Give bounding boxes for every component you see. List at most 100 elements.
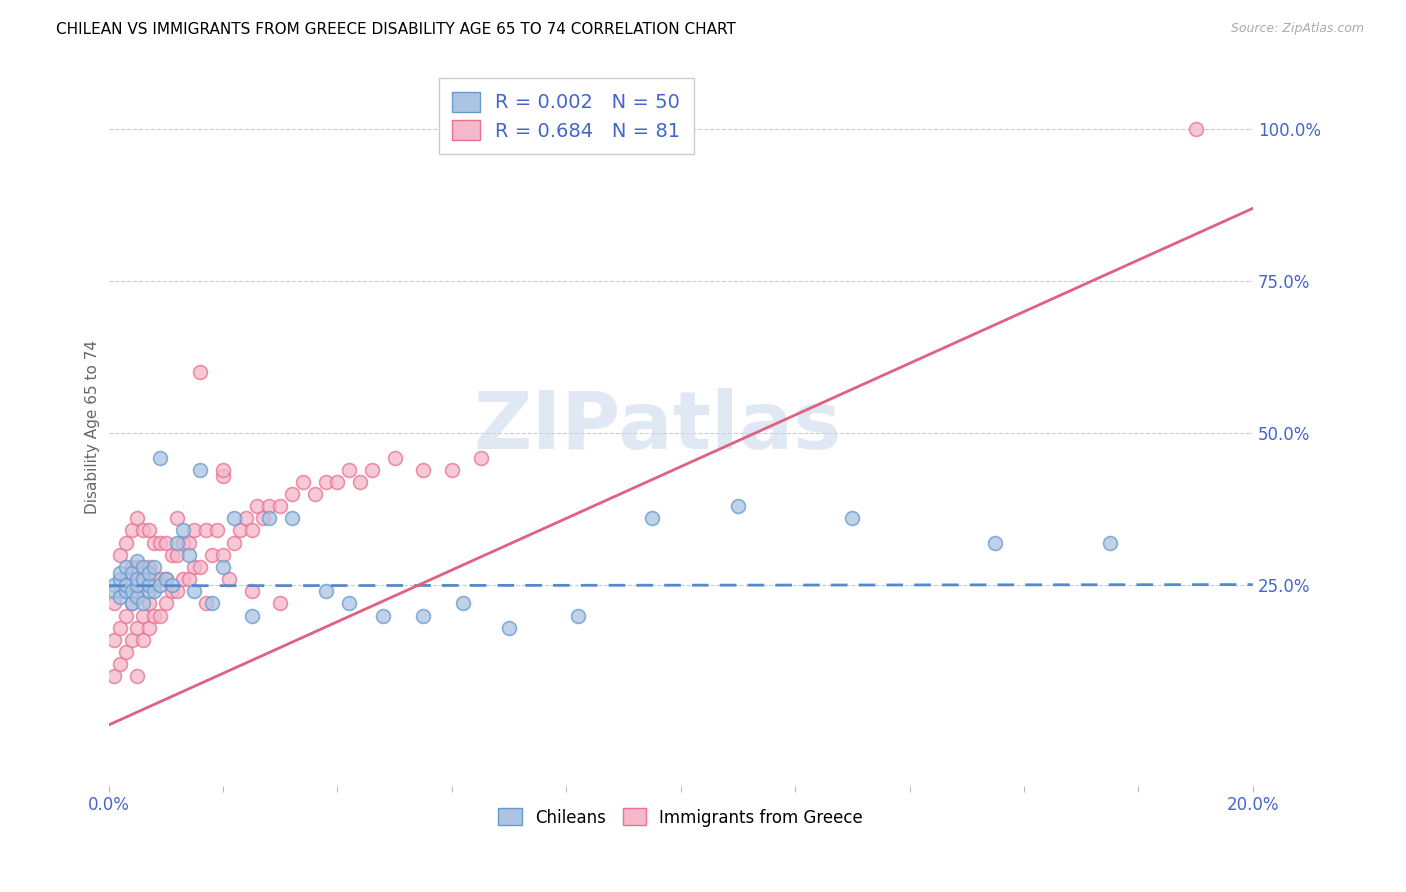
Point — [108, 548, 131, 562]
Point — [257, 499, 280, 513]
Point — [440, 463, 463, 477]
Point — [1098, 535, 1121, 549]
Point — [224, 511, 246, 525]
Point — [349, 475, 371, 489]
Point — [453, 596, 475, 610]
Point — [224, 535, 246, 549]
Point — [103, 669, 125, 683]
Point — [103, 596, 125, 610]
Point — [194, 524, 217, 538]
Point — [103, 584, 125, 599]
Point — [188, 366, 211, 380]
Point — [127, 560, 149, 574]
Point — [160, 578, 183, 592]
Point — [121, 566, 143, 580]
Point — [212, 468, 235, 483]
Point — [166, 535, 188, 549]
Point — [470, 450, 492, 465]
Point — [114, 572, 136, 586]
Point — [373, 608, 395, 623]
Point — [121, 560, 143, 574]
Point — [384, 450, 406, 465]
Point — [132, 524, 155, 538]
Point — [138, 621, 160, 635]
Point — [269, 499, 291, 513]
Point — [269, 596, 291, 610]
Point — [132, 572, 155, 586]
Point — [188, 463, 211, 477]
Point — [240, 584, 263, 599]
Point — [114, 584, 136, 599]
Point — [240, 524, 263, 538]
Point — [183, 524, 205, 538]
Point — [138, 560, 160, 574]
Point — [984, 535, 1007, 549]
Point — [138, 524, 160, 538]
Point — [121, 596, 143, 610]
Point — [143, 560, 166, 574]
Point — [229, 524, 252, 538]
Point — [132, 596, 155, 610]
Point — [218, 572, 240, 586]
Point — [315, 475, 337, 489]
Point — [155, 596, 177, 610]
Point — [177, 535, 200, 549]
Point — [103, 578, 125, 592]
Point — [304, 487, 326, 501]
Point — [127, 554, 149, 568]
Point — [149, 608, 172, 623]
Point — [108, 621, 131, 635]
Point — [108, 572, 131, 586]
Text: CHILEAN VS IMMIGRANTS FROM GREECE DISABILITY AGE 65 TO 74 CORRELATION CHART: CHILEAN VS IMMIGRANTS FROM GREECE DISABI… — [56, 22, 737, 37]
Point — [138, 584, 160, 599]
Point — [246, 499, 269, 513]
Point — [315, 584, 337, 599]
Point — [127, 621, 149, 635]
Point — [201, 548, 224, 562]
Point — [1184, 122, 1206, 136]
Point — [121, 584, 143, 599]
Point — [841, 511, 863, 525]
Point — [108, 657, 131, 672]
Point — [127, 511, 149, 525]
Point — [280, 487, 302, 501]
Point — [292, 475, 315, 489]
Point — [212, 463, 235, 477]
Point — [143, 535, 166, 549]
Point — [172, 535, 194, 549]
Point — [138, 596, 160, 610]
Point — [127, 572, 149, 586]
Point — [114, 608, 136, 623]
Point — [149, 535, 172, 549]
Point — [412, 608, 434, 623]
Point — [155, 572, 177, 586]
Point — [183, 584, 205, 599]
Point — [240, 608, 263, 623]
Point — [143, 608, 166, 623]
Point — [143, 584, 166, 599]
Point — [177, 572, 200, 586]
Point — [121, 632, 143, 647]
Point — [103, 632, 125, 647]
Point — [127, 584, 149, 599]
Point — [235, 511, 257, 525]
Point — [121, 596, 143, 610]
Y-axis label: Disability Age 65 to 74: Disability Age 65 to 74 — [86, 340, 100, 514]
Point — [127, 669, 149, 683]
Point — [132, 632, 155, 647]
Point — [166, 511, 188, 525]
Point — [114, 645, 136, 659]
Point — [337, 463, 360, 477]
Point — [194, 596, 217, 610]
Point — [166, 584, 188, 599]
Point — [280, 511, 302, 525]
Point — [326, 475, 349, 489]
Point — [412, 463, 434, 477]
Point — [143, 572, 166, 586]
Point — [498, 621, 520, 635]
Point — [121, 524, 143, 538]
Point — [155, 535, 177, 549]
Point — [212, 560, 235, 574]
Point — [160, 548, 183, 562]
Point — [149, 450, 172, 465]
